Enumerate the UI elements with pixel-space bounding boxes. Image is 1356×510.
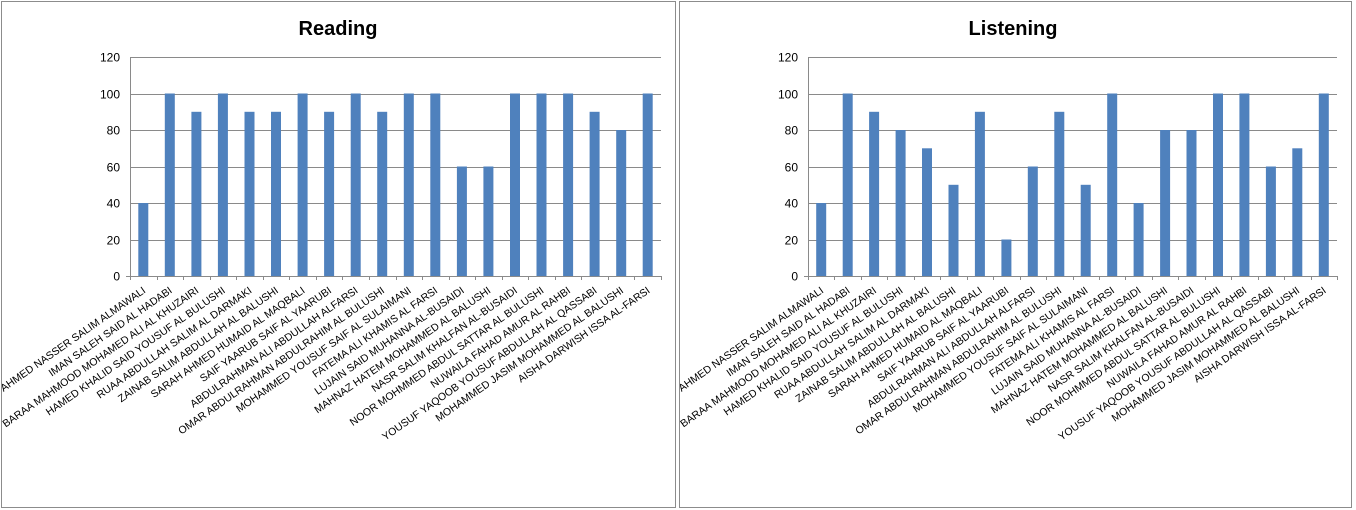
bar xyxy=(456,166,467,276)
bar xyxy=(642,93,653,276)
bar xyxy=(1080,184,1091,277)
bar xyxy=(1292,148,1303,277)
y-tick-label: 100 xyxy=(100,88,120,102)
bar xyxy=(138,203,149,276)
bar xyxy=(816,203,827,276)
y-tick-label: 40 xyxy=(785,197,799,211)
bar xyxy=(1265,166,1276,276)
bar xyxy=(244,111,255,277)
bar xyxy=(1001,239,1012,276)
bar xyxy=(1027,166,1038,276)
y-tick-label: 100 xyxy=(778,88,798,102)
bar xyxy=(1107,93,1118,276)
bar xyxy=(377,111,388,277)
y-tick-label: 40 xyxy=(107,197,121,211)
bar xyxy=(271,111,281,277)
bar xyxy=(350,93,361,276)
y-tick-label: 60 xyxy=(785,161,799,175)
y-tick-label: 120 xyxy=(100,51,120,65)
y-tick-label: 0 xyxy=(791,270,798,284)
bar xyxy=(616,130,627,276)
bar xyxy=(536,93,547,276)
y-tick-label: 20 xyxy=(107,234,121,248)
y-tick-label: 0 xyxy=(113,270,120,284)
bar xyxy=(1133,203,1144,276)
bar xyxy=(403,93,414,276)
bar xyxy=(483,166,494,276)
bar xyxy=(1239,93,1250,276)
bar xyxy=(922,148,932,277)
bar xyxy=(217,93,228,276)
bar xyxy=(974,111,985,277)
chart-title: Reading xyxy=(299,18,378,40)
bar xyxy=(869,111,880,277)
y-tick-label: 120 xyxy=(778,51,798,65)
bar xyxy=(1054,111,1065,277)
y-tick-label: 60 xyxy=(107,161,121,175)
listening-chart-panel: Listening 0 20 40 60 80 100 120 AHMED NASSER SA… xyxy=(679,1,1352,508)
bar xyxy=(324,111,335,277)
bar xyxy=(842,93,853,276)
bar xyxy=(563,93,574,276)
y-tick-label: 20 xyxy=(785,234,799,248)
bar xyxy=(191,111,202,277)
bar xyxy=(1186,130,1197,276)
bar xyxy=(297,93,308,276)
bar xyxy=(948,184,959,277)
bar xyxy=(1160,130,1171,276)
bar xyxy=(1318,93,1329,276)
bar xyxy=(430,93,441,276)
bar xyxy=(589,111,600,277)
bar xyxy=(1213,93,1223,276)
bar xyxy=(164,93,175,276)
bar xyxy=(510,93,520,276)
y-tick-label: 80 xyxy=(785,124,799,138)
bar xyxy=(895,130,906,276)
chart-title: Listening xyxy=(969,18,1058,40)
reading-chart-panel: Reading 0 20 40 60 80 100 120 AHMED NASSER SALI… xyxy=(1,1,676,508)
y-tick-label: 80 xyxy=(107,124,121,138)
